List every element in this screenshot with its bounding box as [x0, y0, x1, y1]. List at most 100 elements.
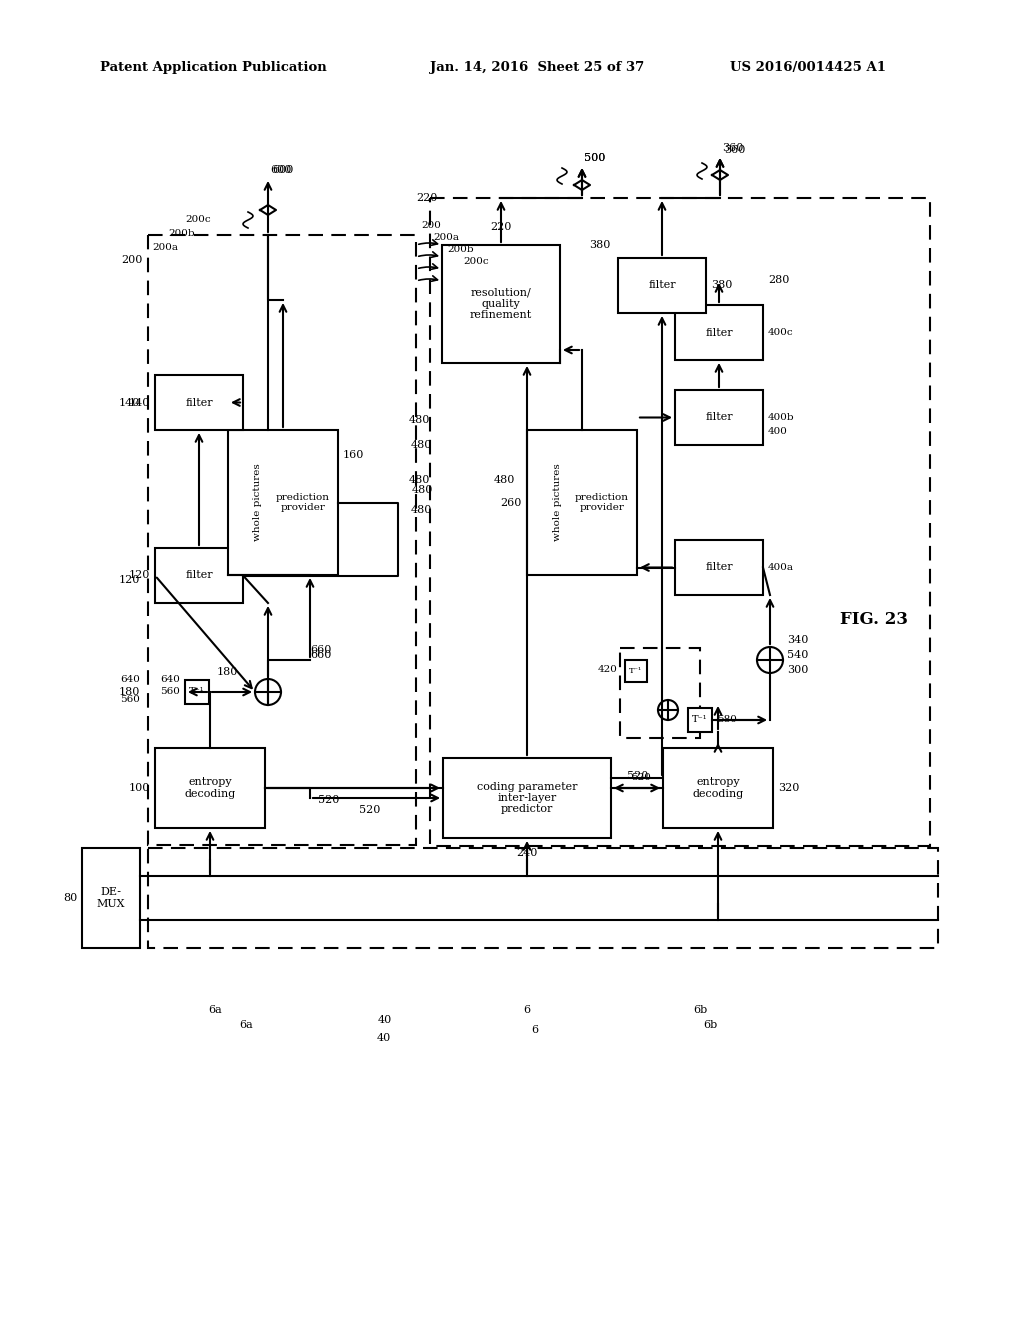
Bar — [443, 758, 611, 838]
Text: MUX: MUX — [96, 899, 125, 908]
Text: 660: 660 — [310, 645, 332, 655]
Text: whole pictures: whole pictures — [254, 463, 262, 541]
Text: 580: 580 — [717, 715, 737, 725]
Text: 200c: 200c — [185, 215, 211, 224]
Text: 640: 640 — [120, 676, 140, 685]
Text: filter: filter — [648, 281, 676, 290]
Bar — [618, 257, 706, 313]
Text: 400b: 400b — [768, 413, 795, 422]
Text: refinement: refinement — [470, 310, 532, 321]
Bar — [620, 648, 700, 738]
Text: 360: 360 — [722, 143, 743, 153]
Text: T⁻¹: T⁻¹ — [189, 688, 205, 697]
Text: filter: filter — [706, 327, 733, 338]
Text: 220: 220 — [417, 193, 438, 203]
Text: 420: 420 — [598, 665, 618, 675]
Text: prediction
provider: prediction provider — [575, 492, 629, 512]
Text: entropy: entropy — [188, 777, 231, 788]
Text: resolution/: resolution/ — [471, 288, 531, 298]
Text: inter-layer: inter-layer — [498, 793, 557, 803]
Bar — [675, 540, 763, 595]
Text: 200b: 200b — [168, 230, 195, 239]
Bar — [442, 246, 560, 363]
Text: 180: 180 — [217, 667, 238, 677]
Text: decoding: decoding — [692, 788, 743, 799]
Text: prediction
provider: prediction provider — [276, 492, 330, 512]
Text: 40: 40 — [377, 1034, 391, 1043]
Text: 520: 520 — [318, 795, 339, 805]
Bar — [688, 708, 712, 733]
Bar — [148, 235, 416, 845]
Bar — [185, 680, 209, 704]
Text: 540: 540 — [787, 649, 808, 660]
Text: 480: 480 — [409, 475, 430, 484]
Text: 140: 140 — [119, 399, 140, 408]
Text: 360: 360 — [724, 145, 745, 154]
Bar — [430, 198, 930, 846]
Text: 6a: 6a — [208, 1005, 222, 1015]
Text: 480: 480 — [409, 414, 430, 425]
Bar — [675, 305, 763, 360]
Bar — [663, 748, 773, 828]
Text: 600: 600 — [270, 165, 292, 176]
Text: 140: 140 — [129, 397, 150, 408]
Text: 120: 120 — [129, 570, 150, 581]
Text: 200: 200 — [122, 255, 143, 265]
Text: 160: 160 — [343, 450, 365, 459]
Text: decoding: decoding — [184, 788, 236, 799]
Text: 300: 300 — [787, 665, 808, 675]
Text: 200b: 200b — [447, 244, 474, 253]
Bar — [155, 748, 265, 828]
Bar — [527, 430, 637, 576]
Text: Jan. 14, 2016  Sheet 25 of 37: Jan. 14, 2016 Sheet 25 of 37 — [430, 62, 644, 74]
Text: 40: 40 — [378, 1015, 392, 1026]
Text: 480: 480 — [412, 484, 433, 495]
Text: 240: 240 — [516, 847, 538, 858]
Text: 480: 480 — [494, 475, 515, 484]
Text: 6b: 6b — [702, 1020, 717, 1030]
Text: 600: 600 — [272, 165, 293, 176]
Bar — [228, 430, 338, 576]
Bar — [675, 389, 763, 445]
Text: 6: 6 — [523, 1005, 530, 1015]
Text: T⁻¹: T⁻¹ — [692, 715, 708, 725]
Text: filter: filter — [185, 570, 213, 581]
Bar — [148, 847, 938, 948]
Text: 340: 340 — [787, 635, 808, 645]
Text: entropy: entropy — [696, 777, 739, 788]
Text: 520: 520 — [631, 774, 651, 783]
Text: US 2016/0014425 A1: US 2016/0014425 A1 — [730, 62, 886, 74]
Text: filter: filter — [185, 397, 213, 408]
Text: 220: 220 — [490, 222, 512, 232]
Text: 400: 400 — [768, 426, 787, 436]
Text: DE-: DE- — [100, 887, 122, 898]
Text: 320: 320 — [778, 783, 800, 793]
Text: 180: 180 — [119, 686, 140, 697]
Text: 400a: 400a — [768, 564, 794, 572]
Bar — [155, 548, 243, 603]
Text: whole pictures: whole pictures — [553, 463, 561, 541]
Text: quality: quality — [481, 300, 520, 309]
Text: 6a: 6a — [240, 1020, 253, 1030]
Text: 660: 660 — [310, 649, 332, 660]
Text: 500: 500 — [584, 153, 605, 162]
Bar — [82, 847, 140, 948]
Text: 480: 480 — [411, 440, 432, 450]
Text: 200a: 200a — [152, 243, 178, 252]
Text: coding parameter: coding parameter — [477, 781, 578, 792]
Text: predictor: predictor — [501, 804, 553, 814]
Text: 380: 380 — [589, 240, 610, 249]
Bar — [625, 660, 647, 682]
Text: 520: 520 — [627, 771, 648, 781]
Text: 80: 80 — [62, 894, 77, 903]
Text: FIG. 23: FIG. 23 — [840, 611, 908, 628]
Text: 400c: 400c — [768, 327, 794, 337]
Text: 520: 520 — [358, 805, 380, 814]
Text: 640: 640 — [160, 676, 180, 685]
Text: 560: 560 — [120, 696, 140, 705]
Text: filter: filter — [706, 562, 733, 573]
Text: 120: 120 — [119, 576, 140, 585]
Text: 200a: 200a — [433, 232, 459, 242]
Text: 200c: 200c — [463, 256, 488, 265]
Text: T⁻¹: T⁻¹ — [630, 667, 643, 675]
